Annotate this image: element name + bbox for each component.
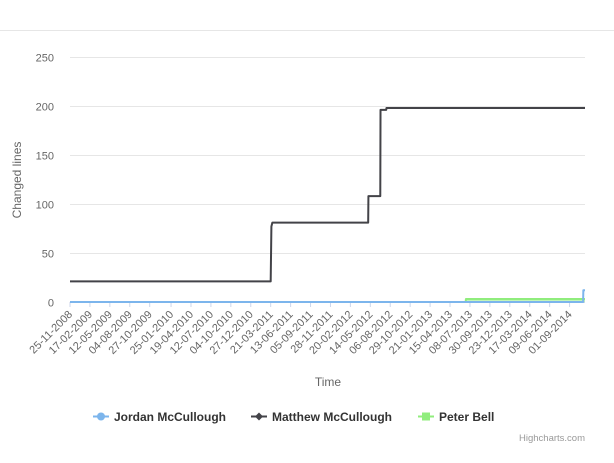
y-tick-label: 0 <box>48 298 54 310</box>
legend-label: Matthew McCullough <box>272 410 392 424</box>
legend: Jordan McCullough Matthew McCullough Peter… <box>93 410 494 424</box>
y-tick-label: 100 <box>36 200 54 212</box>
y-axis-title: Changed lines <box>10 142 24 219</box>
legend-marker-square-icon <box>422 412 430 421</box>
legend-item-jordan-mccullough[interactable]: Jordan McCullough <box>93 410 226 424</box>
y-axis-labels: 0 50 100 150 200 250 <box>36 53 54 310</box>
y-tick-label: 50 <box>42 249 54 261</box>
legend-item-peter-bell[interactable]: Peter Bell <box>418 410 494 424</box>
x-axis-title: Time <box>315 375 342 389</box>
credits-link[interactable]: Highcharts.com <box>519 433 585 444</box>
series-line-matthew-mccullough <box>70 106 585 283</box>
grid-lines <box>70 57 585 303</box>
y-tick-label: 200 <box>36 102 54 114</box>
legend-label: Peter Bell <box>439 410 494 424</box>
x-axis-labels: 25-11-200817-02-200912-05-200904-08-2009… <box>27 302 575 357</box>
series-lines <box>70 106 585 303</box>
legend-label: Jordan McCullough <box>114 410 226 424</box>
y-tick-label: 150 <box>36 151 54 163</box>
legend-marker-circle-icon <box>97 412 105 421</box>
top-divider <box>0 30 614 31</box>
legend-item-matthew-mccullough[interactable]: Matthew McCullough <box>251 410 392 424</box>
series-line-jordan-mccullough <box>70 289 585 303</box>
y-tick-label: 250 <box>36 53 54 65</box>
legend-marker-diamond-icon <box>255 412 263 421</box>
